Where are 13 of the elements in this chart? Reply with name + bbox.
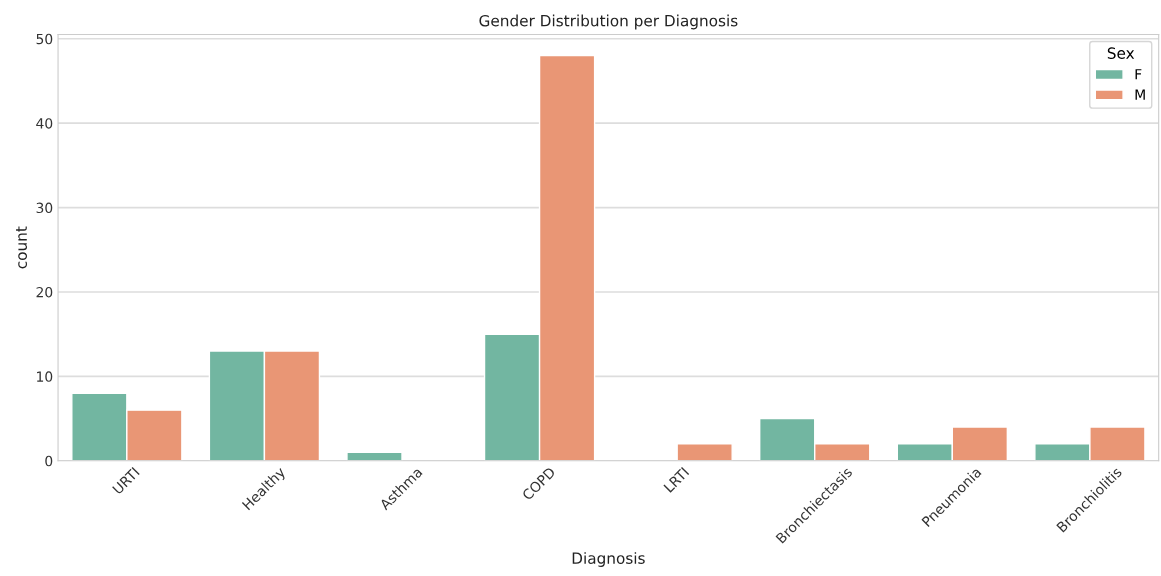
legend-label: F xyxy=(1135,69,1142,80)
y-tick-label: 40 xyxy=(36,118,53,129)
y-tick-label: 20 xyxy=(36,286,53,298)
y-tick-label: 10 xyxy=(37,371,53,382)
x-axis-title: Diagnosis xyxy=(572,552,645,567)
y-tick-label: 0 xyxy=(45,455,53,467)
y-axis-title: count xyxy=(16,226,27,269)
legend-title: Sex xyxy=(1107,47,1135,59)
legend-label: M xyxy=(1135,89,1145,100)
chart-title: Gender Distribution per Diagnosis xyxy=(479,14,738,30)
y-tick-label: 30 xyxy=(36,202,53,214)
bar xyxy=(676,443,733,461)
y-tick-label: 50 xyxy=(36,33,53,45)
